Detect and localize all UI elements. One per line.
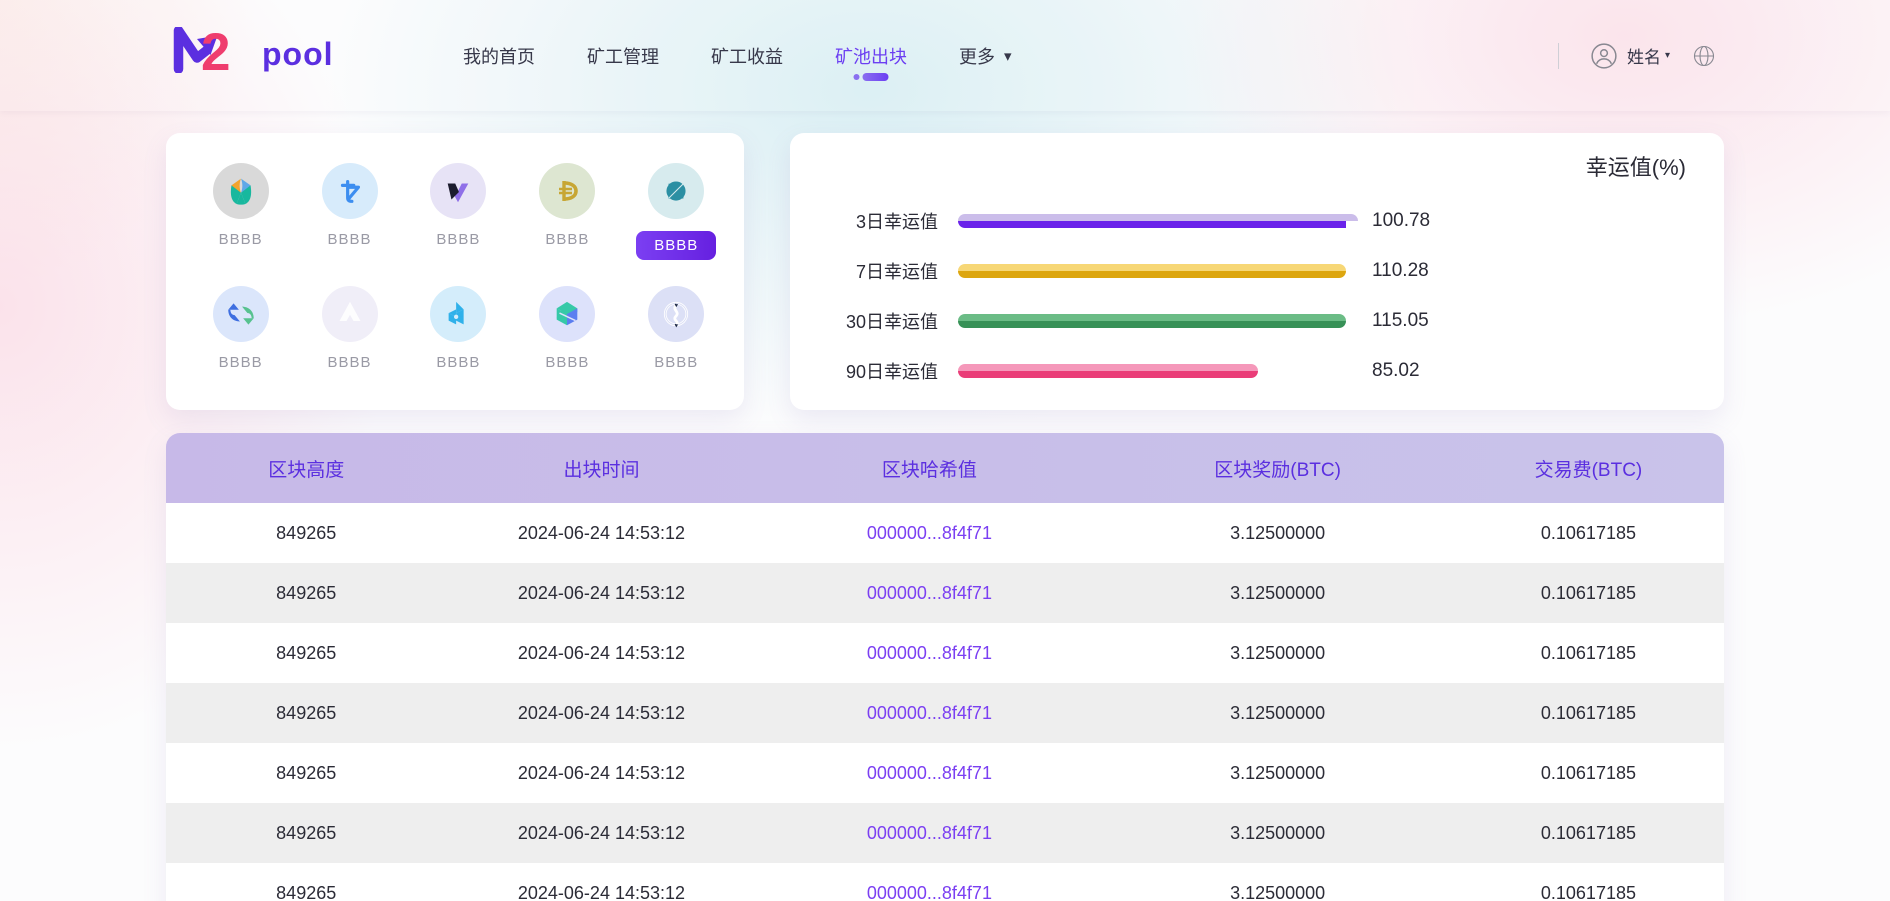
- svg-text:pool: pool: [262, 36, 334, 72]
- svg-text:2: 2: [201, 27, 230, 73]
